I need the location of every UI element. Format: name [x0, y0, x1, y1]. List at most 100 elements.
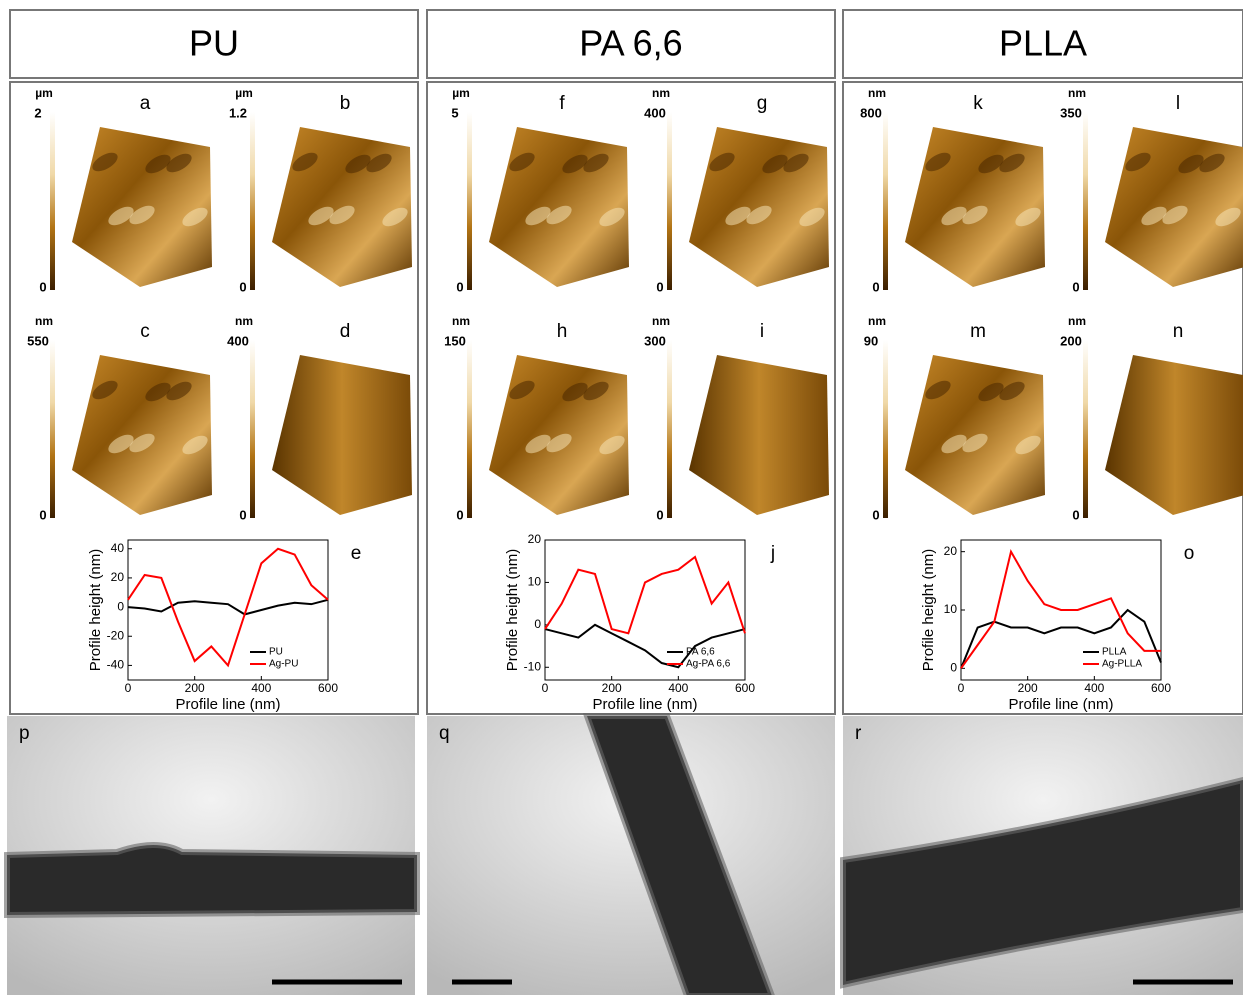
- afm-max: 300: [644, 333, 666, 348]
- afm-feature: [129, 433, 155, 453]
- colorbar: [250, 340, 255, 518]
- afm-min: 0: [456, 279, 463, 294]
- y-tick-label: -40: [107, 658, 125, 672]
- tem-edge: [840, 776, 1243, 989]
- colorbar: [250, 112, 255, 290]
- afm-feature: [762, 154, 788, 174]
- afm-feature: [583, 153, 609, 173]
- afm-letter: k: [973, 93, 983, 114]
- afm-surface: [1105, 355, 1243, 515]
- column-header: PU: [189, 23, 239, 64]
- afm-min: 0: [39, 279, 46, 294]
- colorbar: [883, 112, 888, 290]
- chart-letter: e: [351, 543, 362, 564]
- tem-fiber: [587, 716, 772, 995]
- afm-max: 350: [1060, 105, 1082, 120]
- afm-feature: [941, 206, 967, 226]
- y-tick-label: 20: [944, 544, 958, 558]
- afm-max: 2: [34, 105, 41, 120]
- x-tick-label: 200: [185, 681, 205, 695]
- afm-letter: c: [140, 321, 150, 342]
- y-tick-label: 40: [111, 541, 125, 555]
- x-axis-label: Profile line (nm): [175, 696, 280, 713]
- afm-letter: m: [970, 321, 986, 342]
- afm-feature: [978, 382, 1004, 402]
- x-tick-label: 0: [958, 681, 965, 695]
- header-box: [426, 9, 836, 79]
- afm-unit: nm: [35, 314, 53, 328]
- afm-min: 0: [1072, 507, 1079, 522]
- x-tick-label: 400: [251, 681, 271, 695]
- afm-feature: [962, 205, 988, 225]
- legend-label: Ag-PLLA: [1102, 659, 1142, 670]
- afm-feature: [546, 205, 572, 225]
- afm-unit: nm: [1068, 314, 1086, 328]
- plot-frame: [127, 539, 329, 681]
- afm-feature: [166, 153, 192, 173]
- afm-letter: l: [1176, 93, 1180, 114]
- x-tick-label: 200: [602, 681, 622, 695]
- afm-feature: [999, 153, 1025, 173]
- profile-line: [960, 548, 1161, 669]
- y-tick-label: -10: [524, 659, 542, 673]
- afm-feature: [1199, 153, 1225, 173]
- afm-letter: h: [557, 321, 568, 342]
- afm-unit: nm: [652, 314, 670, 328]
- afm-min: 0: [239, 279, 246, 294]
- afm-max: 400: [227, 333, 249, 348]
- afm-feature: [562, 154, 588, 174]
- afm-max: 150: [444, 333, 466, 348]
- afm-feature: [382, 207, 408, 227]
- afm-max: 800: [860, 105, 882, 120]
- afm-feature: [1215, 207, 1241, 227]
- afm-feature: [1015, 435, 1041, 455]
- afm-feature: [725, 206, 751, 226]
- afm-feature: [999, 381, 1025, 401]
- afm-feature: [366, 153, 392, 173]
- column-header: PA 6,6: [579, 23, 682, 64]
- afm-feature: [583, 381, 609, 401]
- x-tick-label: 600: [735, 681, 755, 695]
- y-axis-label: Profile height (nm): [504, 549, 521, 672]
- afm-feature: [1178, 154, 1204, 174]
- colorbar: [467, 340, 472, 518]
- afm-max: 1.2: [229, 105, 247, 120]
- tem-letter: q: [439, 723, 450, 744]
- y-tick-label: 0: [534, 617, 541, 631]
- afm-unit: nm: [235, 314, 253, 328]
- profile-line: [127, 598, 329, 616]
- tem-image: q: [427, 713, 835, 995]
- x-tick-label: 600: [1151, 681, 1171, 695]
- y-axis-label: Profile height (nm): [920, 549, 937, 672]
- x-tick-label: 0: [125, 681, 132, 695]
- y-tick-label: 10: [944, 602, 958, 616]
- afm-feature: [1125, 152, 1151, 172]
- x-tick-label: 0: [542, 681, 549, 695]
- afm-feature: [978, 154, 1004, 174]
- afm-feature: [599, 207, 625, 227]
- y-tick-label: 0: [950, 661, 957, 675]
- afm-feature: [92, 152, 118, 172]
- chart-letter: o: [1184, 543, 1195, 564]
- afm-max: 200: [1060, 333, 1082, 348]
- afm-feature: [525, 206, 551, 226]
- tem-letter: p: [19, 723, 30, 744]
- column-header: PLLA: [999, 23, 1087, 64]
- afm-min: 0: [656, 279, 663, 294]
- afm-max: 400: [644, 105, 666, 120]
- afm-min: 0: [39, 507, 46, 522]
- afm-min: 0: [872, 279, 879, 294]
- tem-fiber: [7, 845, 417, 915]
- profile-line: [127, 547, 329, 668]
- afm-feature: [292, 152, 318, 172]
- tem-image: r: [840, 716, 1243, 995]
- afm-unit: µm: [452, 86, 470, 100]
- afm-feature: [1015, 207, 1041, 227]
- afm-min: 0: [456, 507, 463, 522]
- x-axis-label: Profile line (nm): [1008, 696, 1113, 713]
- colorbar: [667, 340, 672, 518]
- afm-unit: nm: [868, 314, 886, 328]
